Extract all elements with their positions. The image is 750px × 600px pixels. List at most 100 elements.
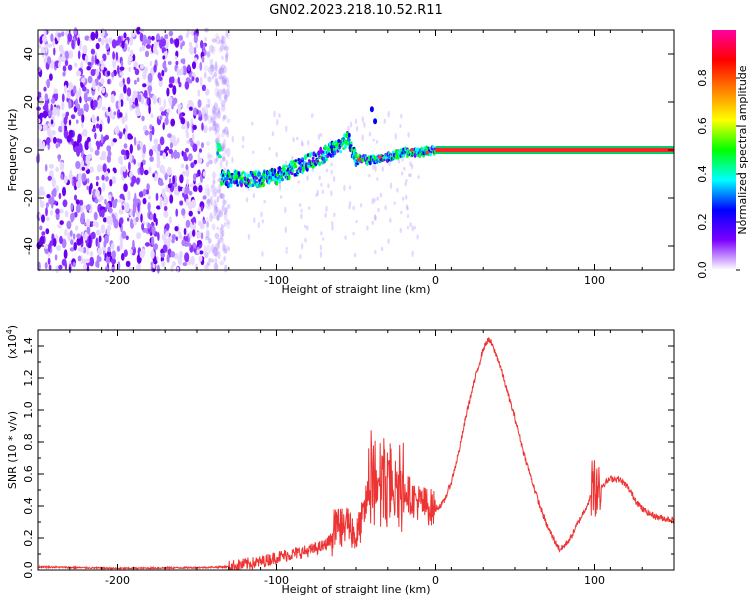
noise-blob	[118, 81, 124, 88]
noise-speck	[316, 189, 319, 196]
noise-blob	[149, 132, 153, 142]
noise-blob	[169, 194, 174, 204]
noise-blob	[179, 200, 184, 206]
y-tick-label: 20	[22, 95, 35, 109]
noise-blob	[148, 105, 151, 115]
noise-blob	[44, 93, 49, 102]
noise-speck	[384, 205, 387, 211]
noise-speck	[374, 215, 377, 221]
noise-blob	[170, 118, 176, 127]
noise-blob	[74, 211, 78, 218]
trace-point	[281, 177, 284, 182]
trace-point	[278, 178, 282, 184]
noise-blob	[171, 234, 176, 241]
noise-blob	[88, 234, 92, 245]
noise-blob	[159, 136, 165, 146]
noise-blob	[42, 35, 48, 43]
noise-blob	[190, 255, 195, 266]
noise-blob	[162, 169, 166, 176]
trace-point	[311, 156, 315, 160]
noise-blob	[52, 187, 57, 198]
noise-blob	[64, 229, 68, 237]
noise-speck	[222, 130, 225, 134]
noise-blob	[101, 106, 106, 111]
trace-point	[249, 178, 253, 182]
noise-blob	[86, 178, 90, 184]
noise-blob	[207, 114, 213, 125]
noise-blob	[210, 195, 213, 205]
noise-blob	[101, 37, 105, 46]
noise-blob	[177, 256, 183, 266]
y-tick-label: -40	[22, 237, 35, 255]
noise-blob	[195, 43, 199, 48]
noise-blob	[66, 135, 72, 143]
noise-blob	[109, 216, 113, 226]
noise-blob	[192, 107, 198, 116]
noise-blob	[193, 34, 198, 44]
noise-blob	[177, 76, 181, 84]
noise-blob	[211, 38, 217, 43]
noise-speck	[223, 222, 227, 227]
noise-blob	[97, 241, 100, 248]
noise-blob	[52, 238, 57, 247]
noise-speck	[276, 118, 279, 126]
noise-speck	[352, 205, 355, 211]
noise-blob	[87, 61, 92, 66]
noise-blob	[207, 204, 211, 210]
noise-blob	[46, 194, 51, 199]
noise-speck	[397, 158, 401, 164]
noise-blob	[106, 250, 112, 258]
noise-blob	[211, 258, 214, 263]
noise-blob	[100, 27, 105, 38]
noise-blob	[221, 104, 226, 112]
noise-blob	[81, 114, 85, 123]
noise-blob	[48, 264, 52, 270]
noise-blob	[107, 224, 112, 232]
noise-blob	[53, 47, 56, 56]
noise-blob	[76, 119, 79, 124]
noise-speck	[374, 250, 377, 255]
noise-blob	[98, 97, 102, 107]
noise-blob	[126, 87, 132, 97]
noise-blob	[101, 174, 105, 181]
noise-blob	[61, 93, 65, 103]
noise-blob	[135, 216, 139, 222]
noise-blob	[52, 106, 58, 117]
trace-point	[420, 146, 424, 151]
colorbar-label: Normalized spectral amplitude	[736, 65, 749, 234]
noise-blob	[192, 229, 196, 237]
noise-blob	[214, 87, 219, 97]
trace-point	[294, 159, 298, 163]
noise-speck	[411, 225, 414, 232]
noise-blob	[219, 232, 223, 240]
noise-blob	[206, 98, 210, 104]
noise-blob	[71, 39, 75, 50]
noise-blob	[101, 87, 106, 94]
noise-blob	[220, 64, 226, 70]
noise-blob	[163, 205, 168, 212]
noise-blob	[206, 152, 211, 161]
noise-blob	[181, 239, 186, 247]
noise-blob	[68, 99, 72, 109]
noise-blob	[227, 204, 231, 209]
noise-blob	[223, 206, 227, 216]
noise-blob	[165, 231, 170, 237]
noise-blob	[85, 204, 91, 211]
noise-speck	[399, 124, 402, 128]
noise-blob	[158, 76, 163, 82]
noise-blob	[224, 245, 230, 251]
noise-blob	[90, 99, 94, 109]
noise-blob	[201, 84, 206, 92]
noise-blob	[153, 212, 157, 223]
colorbar-ticks: 0.0 0.2 0.4 0.6 0.8	[696, 69, 740, 279]
noise-blob	[118, 198, 124, 204]
noise-blob	[161, 38, 167, 47]
noise-blob	[104, 198, 107, 205]
noise-blob	[203, 245, 207, 254]
noise-blob	[223, 199, 228, 205]
noise-blob	[45, 207, 48, 217]
noise-blob	[222, 88, 226, 94]
trace-peak	[378, 155, 382, 159]
noise-blob	[209, 117, 214, 123]
noise-blob	[203, 125, 208, 134]
